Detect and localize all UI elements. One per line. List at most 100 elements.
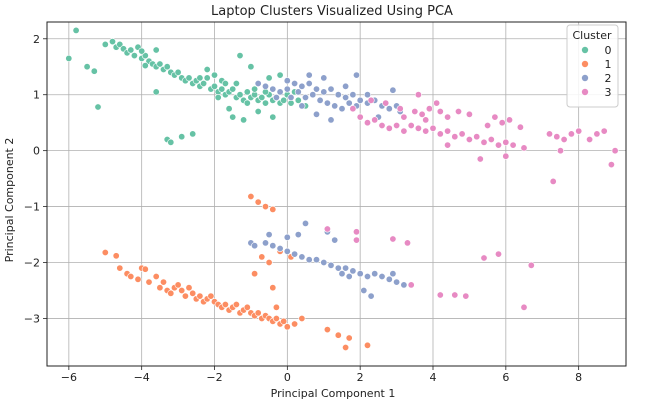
cluster-3-point [378,122,386,130]
cluster-2-point [320,258,328,266]
cluster-3-point [480,138,488,146]
cluster-0-point [254,108,262,116]
cluster-1-point [152,272,160,280]
cluster-0-point [211,82,219,90]
cluster-3-point [560,136,568,144]
cluster-2-point [334,264,342,272]
cluster-0-point [72,26,80,34]
cluster-1-point [283,323,291,331]
cluster-2-point [309,91,317,99]
cluster-3-point [586,136,594,144]
cluster-2-point [298,253,306,261]
cluster-1-point [342,343,350,351]
y-tick-label: −1 [24,201,40,214]
cluster-2-point [363,272,371,280]
cluster-2-point [345,99,353,107]
cluster-2-point [312,110,320,118]
cluster-0-point [65,54,73,62]
cluster-1-point [167,289,175,297]
cluster-2-point [385,275,393,283]
cluster-2-point [276,245,284,253]
cluster-1-point [101,249,109,257]
data-points [65,26,619,351]
cluster-3-point [462,292,470,300]
y-tick-label: 0 [33,145,40,158]
cluster-0-point [174,68,182,76]
cluster-3-point [473,133,481,141]
axis-ticks: −6 −4 −2 0 2 4 6 8 −3 −2 −1 0 1 2 [24,33,582,384]
cluster-3-point [502,138,510,146]
cluster-0-point [211,71,219,79]
cluster-3-point [436,291,444,299]
cluster-0-point [141,62,149,70]
cluster-1-point [174,281,182,289]
cluster-0-point [90,67,98,75]
cluster-3-point [476,155,484,163]
cluster-1-point [141,265,149,273]
cluster-0-point [236,91,244,99]
cluster-3-point [520,303,528,311]
cluster-2-point [320,88,328,96]
cluster-2-point [287,94,295,102]
cluster-3-point [607,161,615,169]
cluster-2-point [342,94,350,102]
cluster-3-point [480,254,488,262]
cluster-3-point [349,105,357,113]
cluster-3-point [429,124,437,132]
cluster-0-point [265,74,273,82]
cluster-2-point [298,102,306,110]
cluster-0-point [94,103,102,111]
cluster-3-point [520,144,528,152]
legend-label-2: 2 [605,72,612,85]
cluster-1-point [207,292,215,300]
legend-marker-2 [581,74,589,82]
x-tick-label: 6 [502,371,509,384]
cluster-0-point [236,52,244,60]
cluster-1-point [156,284,164,292]
cluster-3-point [407,122,415,130]
cluster-2-point [389,270,397,278]
cluster-2-point [254,80,262,88]
cluster-3-point [444,127,452,135]
cluster-2-point [327,261,335,269]
cluster-2-point [349,267,357,275]
cluster-3-point [444,141,452,149]
cluster-1-point [291,320,299,328]
cluster-2-point [342,82,350,90]
cluster-3-point [465,110,473,118]
cluster-0-point [243,88,251,96]
cluster-2-point [283,233,291,241]
x-tick-label: −2 [206,371,222,384]
cluster-0-point [261,99,269,107]
cluster-2-point [301,94,309,102]
plot-area-frame [46,21,627,367]
cluster-2-point [305,80,313,88]
cluster-0-point [269,113,277,121]
cluster-3-point [371,116,379,124]
cluster-1-point [345,334,353,342]
cluster-2-point [352,71,360,79]
cluster-1-point [134,275,142,283]
cluster-1-point [196,292,204,300]
cluster-0-point [200,80,208,88]
cluster-0-point [163,63,171,71]
cluster-2-point [251,242,259,250]
cluster-1-point [272,303,280,311]
y-tick-label: 2 [33,33,40,46]
cluster-3-point [352,236,360,244]
cluster-1-point [280,317,288,325]
cluster-3-point [414,91,422,99]
cluster-3-point [436,108,444,116]
cluster-0-point [109,38,117,46]
cluster-3-point [436,130,444,138]
y-tick-label: −2 [24,257,40,270]
cluster-1-point [160,278,168,286]
y-tick-label: 1 [33,89,40,102]
x-tick-label: 8 [575,371,582,384]
legend-label-0: 0 [605,44,612,57]
cluster-3-point [451,133,459,141]
cluster-0-point [138,47,146,55]
cluster-1-point [254,309,262,317]
cluster-2-point [272,94,280,102]
cluster-0-point [294,96,302,104]
